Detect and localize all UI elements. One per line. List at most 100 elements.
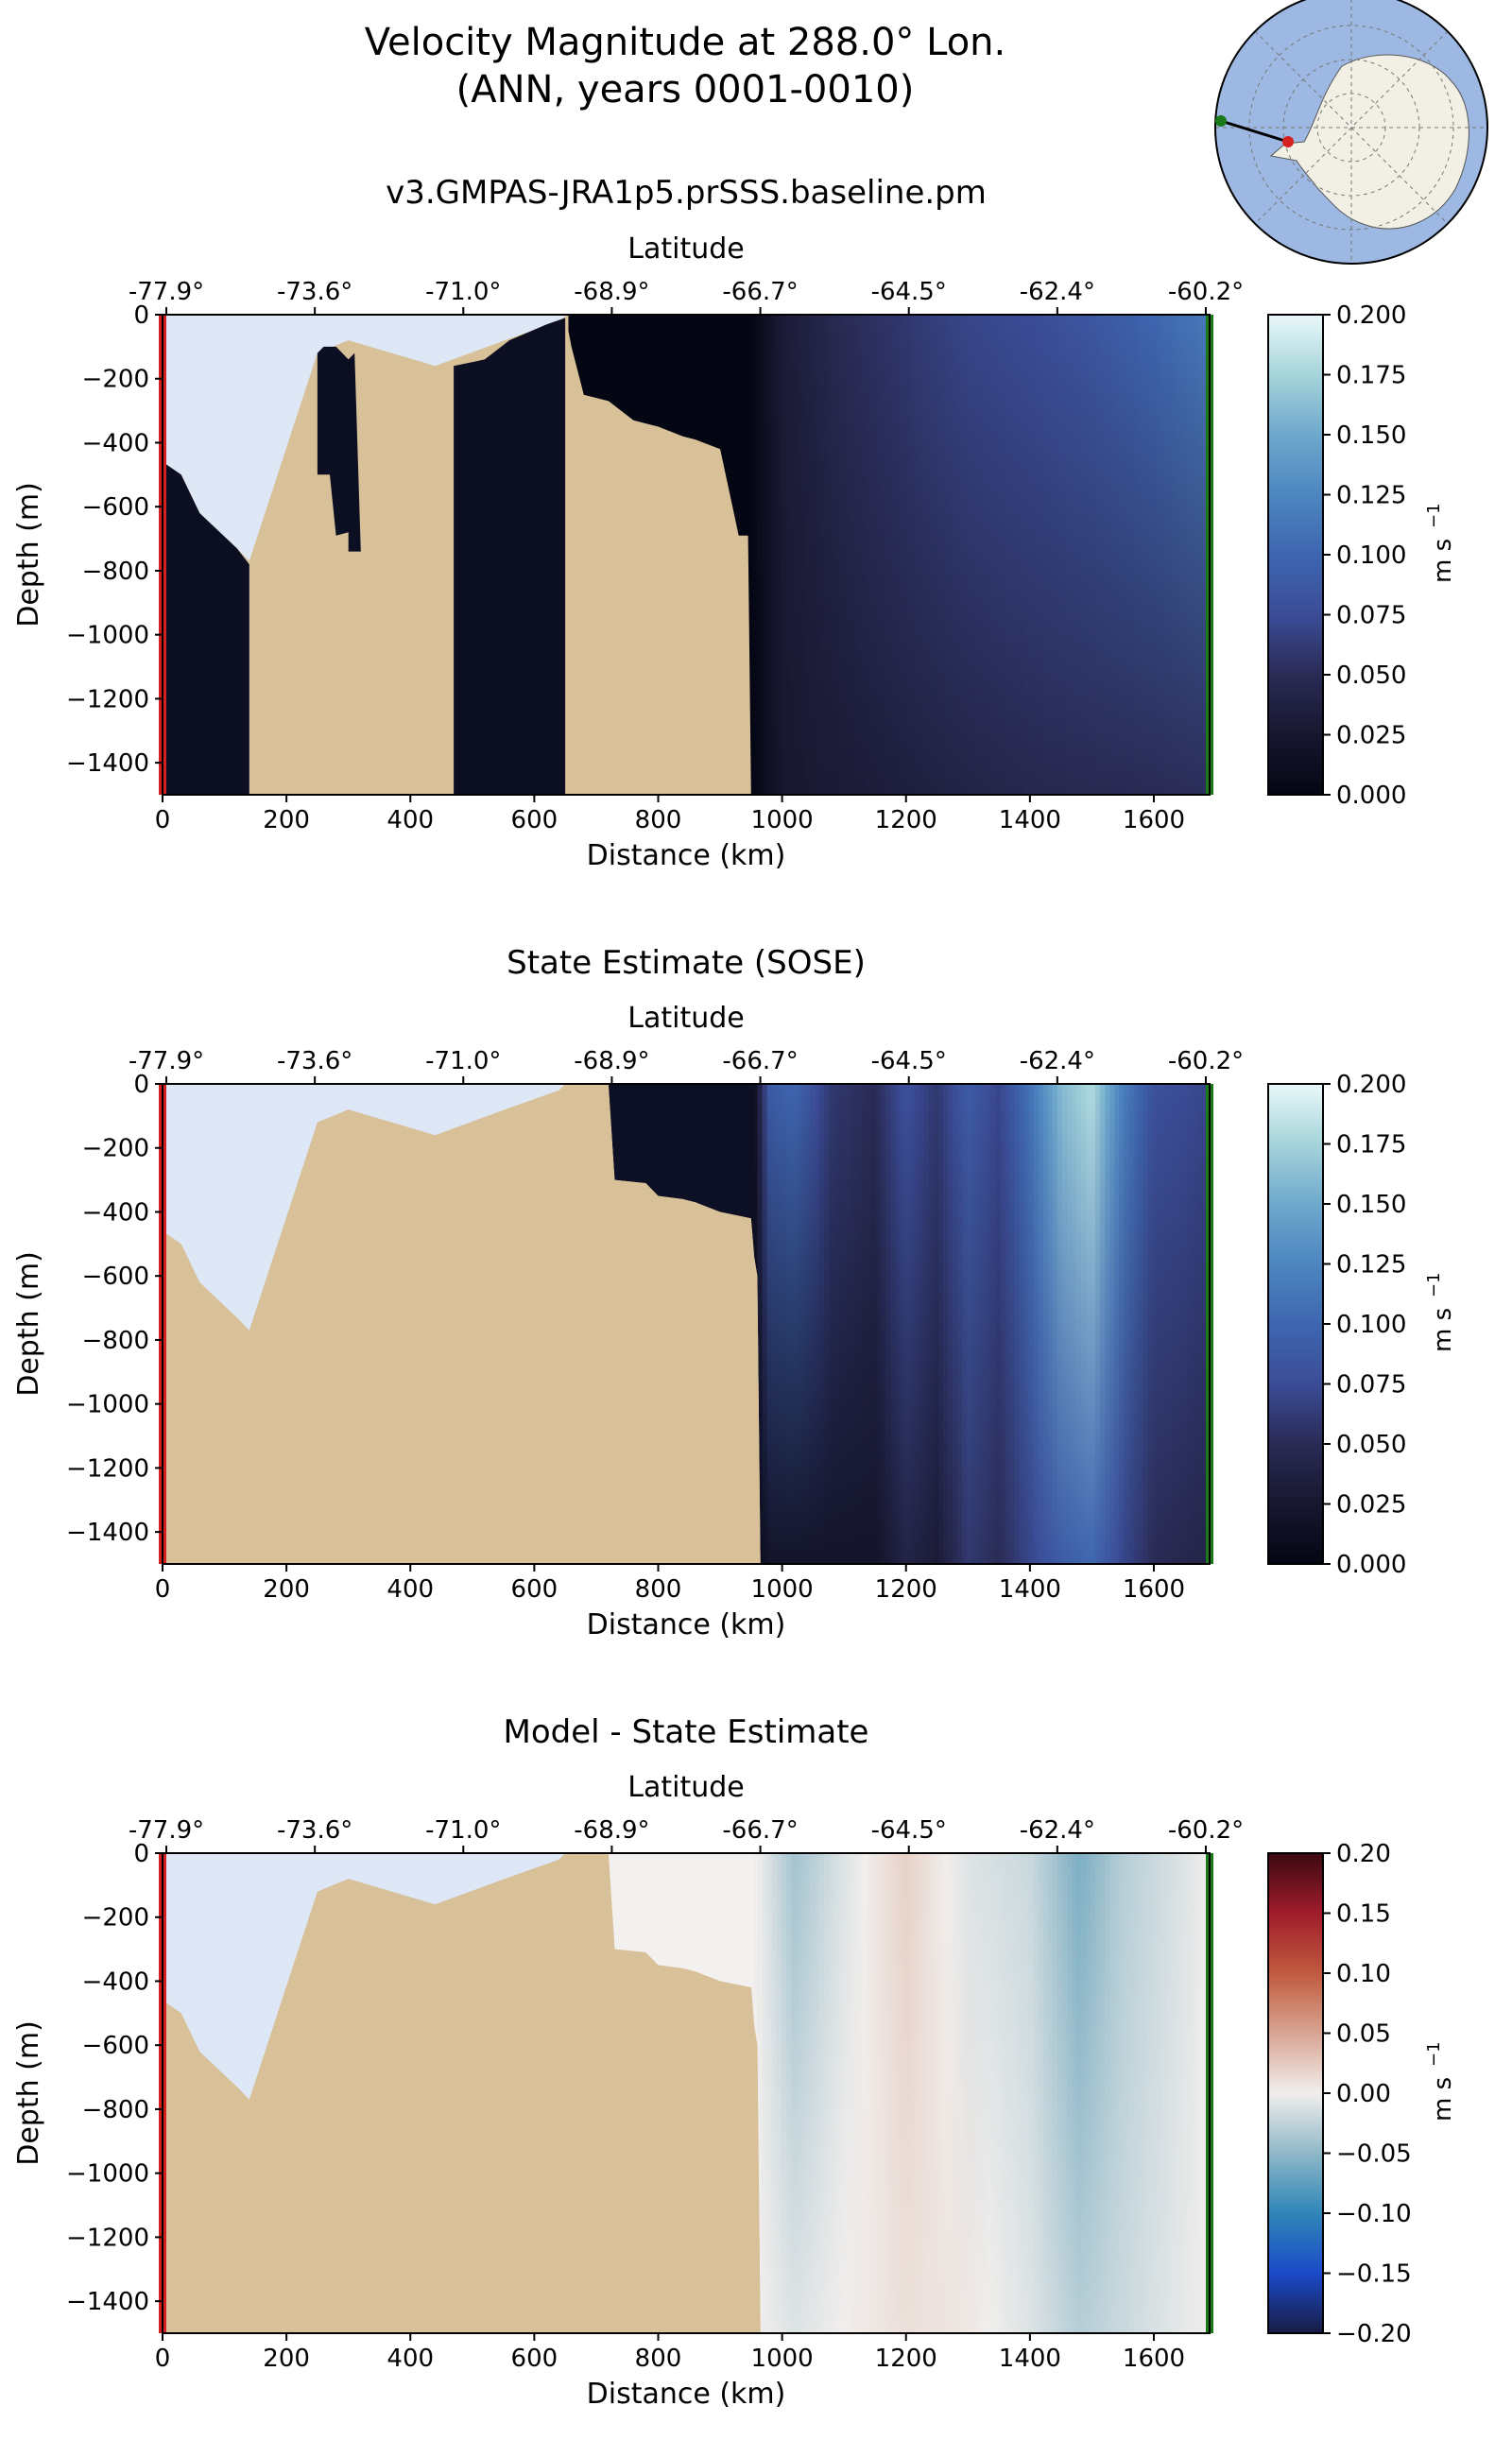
field-column — [1095, 315, 1101, 795]
field-column — [881, 1853, 887, 2333]
colorbar-tick-label: 0.175 — [1336, 362, 1406, 390]
field-column — [1124, 315, 1129, 795]
colorbar-label-exponent: −1 — [1424, 503, 1444, 528]
x-tick-label: 600 — [511, 1575, 558, 1604]
field-column — [1133, 1853, 1140, 2333]
map-start-marker — [1282, 136, 1294, 147]
x-tick-label: 400 — [387, 806, 434, 834]
field-column — [1033, 1853, 1040, 2333]
field-column — [766, 1853, 773, 2333]
field-column — [1095, 1853, 1101, 2333]
field-column — [1190, 1084, 1196, 1564]
field-column — [990, 315, 996, 795]
y-tick-label: 0 — [133, 1071, 149, 1099]
y-tick-label: −1000 — [66, 622, 149, 650]
colorbar-scale — [1267, 1852, 1324, 2334]
field-column — [824, 1084, 830, 1564]
top-tick-label: -60.2° — [1168, 278, 1244, 306]
field-column — [776, 315, 782, 795]
field-column — [895, 1084, 902, 1564]
y-tick-label: 0 — [133, 1840, 149, 1868]
top-tick-label: -64.5° — [871, 1816, 947, 1845]
field-column — [981, 315, 987, 795]
field-column — [1000, 1084, 1006, 1564]
field-column — [1176, 1853, 1182, 2333]
colorbar: −0.20 −0.15 −0.10 −0.05 0.00 0.05 0.10 0.15 0.20… — [1267, 1840, 1457, 2348]
field-column — [942, 1853, 949, 2333]
field-column — [852, 315, 858, 795]
field-column — [785, 315, 792, 795]
field-column — [937, 1853, 944, 2333]
y-tick-label: 0 — [133, 301, 149, 330]
y-tick-label: −400 — [82, 429, 149, 457]
colorbar-tick-label: 0.200 — [1336, 1071, 1406, 1099]
field-column — [1147, 315, 1154, 795]
y-axis-label: Depth (m) — [12, 1251, 45, 1397]
field-column — [1161, 315, 1168, 795]
field-column — [976, 1084, 982, 1564]
field-column — [995, 1853, 1001, 2333]
field-column — [819, 1084, 825, 1564]
field-column — [890, 315, 897, 795]
field-column — [1157, 1853, 1163, 2333]
field-column — [838, 1084, 844, 1564]
field-column — [1171, 315, 1177, 795]
field-column — [1005, 315, 1011, 795]
colorbar-tick-label: 0.025 — [1336, 722, 1406, 750]
field-column — [871, 1084, 878, 1564]
field-column — [900, 315, 906, 795]
field-column — [876, 1853, 883, 2333]
field-column — [1014, 315, 1021, 795]
field-column — [1038, 1853, 1044, 2333]
field-column — [1100, 315, 1106, 795]
y-tick-label: −600 — [82, 493, 149, 522]
field-column — [1061, 1853, 1068, 2333]
field-column — [876, 315, 883, 795]
map-section-line — [1220, 119, 1289, 144]
field-column — [871, 315, 878, 795]
field-column — [904, 1084, 911, 1564]
top-tick-label: -66.7° — [722, 1047, 798, 1075]
field-column — [904, 1853, 911, 2333]
field-column — [962, 1084, 968, 1564]
field-column — [762, 315, 768, 795]
y-tick-label: −1400 — [66, 1519, 149, 1547]
x-tick-label: 1200 — [875, 2345, 937, 2373]
field-column — [1143, 315, 1149, 795]
field-column — [809, 1084, 816, 1564]
field-column — [752, 315, 759, 795]
field-column — [1047, 1084, 1054, 1564]
cavity-water — [163, 461, 249, 795]
colorbar-tick-label: 0.150 — [1336, 421, 1406, 450]
field-column — [890, 1853, 897, 2333]
figure-title-line2: (ANN, years 0001-0010) — [456, 68, 915, 112]
field-column — [781, 315, 787, 795]
y-tick-label: −200 — [82, 1135, 149, 1163]
field-column — [953, 315, 958, 795]
field-column — [986, 1853, 991, 2333]
field-column — [1071, 1084, 1077, 1564]
colorbar-tick-label: 0.125 — [1336, 1251, 1406, 1280]
field-column — [904, 315, 911, 795]
field-column — [804, 1853, 811, 2333]
field-column — [923, 1853, 930, 2333]
field-column — [976, 315, 982, 795]
field-column — [1023, 315, 1030, 795]
plot-frame — [162, 314, 1211, 796]
colorbar-tick-label: 0.075 — [1336, 602, 1406, 630]
x-tick-label: 0 — [155, 1575, 171, 1604]
field-column — [785, 1084, 792, 1564]
y-tick-label: −800 — [82, 1327, 149, 1355]
colorbar-tick-label: 0.10 — [1336, 1960, 1391, 1988]
field-column — [928, 1853, 935, 2333]
field-column — [1047, 315, 1054, 795]
field-column — [1023, 1853, 1030, 2333]
colorbar-label-exponent: −1 — [1424, 1272, 1444, 1297]
field-column — [852, 1084, 858, 1564]
top-tick-label: -77.9° — [129, 278, 204, 306]
colorbar-tick-label: 0.075 — [1336, 1371, 1406, 1400]
field-column — [1061, 315, 1068, 795]
field-column — [1157, 315, 1163, 795]
field-column — [967, 1853, 972, 2333]
